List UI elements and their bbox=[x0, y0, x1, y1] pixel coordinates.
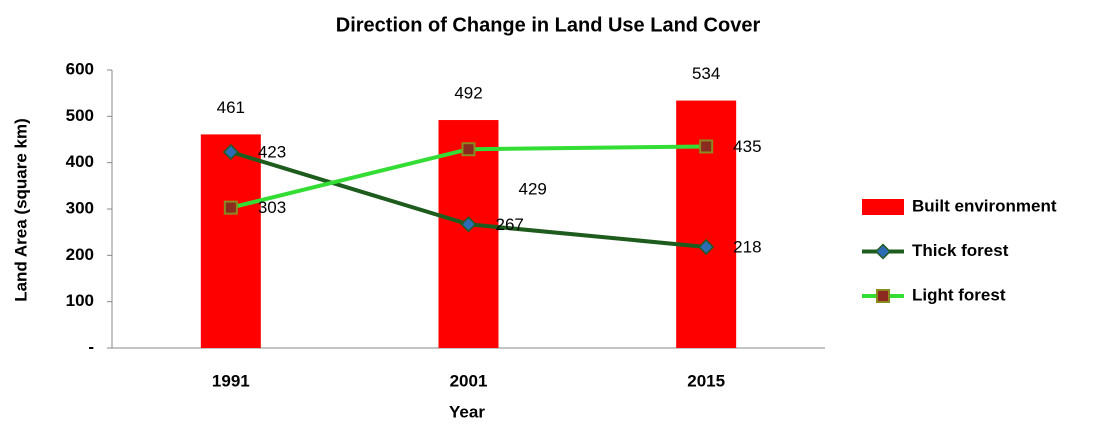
x-tick-label: 1991 bbox=[212, 371, 250, 390]
data-label: 267 bbox=[496, 215, 524, 234]
data-label: 461 bbox=[217, 98, 245, 117]
data-label: 492 bbox=[454, 84, 482, 103]
bar bbox=[200, 134, 261, 348]
marker bbox=[223, 200, 238, 215]
chart-title: Direction of Change in Land Use Land Cov… bbox=[336, 14, 761, 36]
marker bbox=[699, 139, 714, 154]
y-tick-label: 600 bbox=[66, 59, 94, 78]
y-tick-label: 500 bbox=[66, 106, 94, 125]
legend-label: Thick forest bbox=[912, 241, 1009, 260]
marker bbox=[698, 238, 715, 256]
legend-label: Light forest bbox=[912, 285, 1006, 304]
legend-swatch bbox=[862, 199, 904, 215]
y-tick-label: 100 bbox=[66, 291, 94, 310]
x-axis-label: Year bbox=[449, 402, 485, 421]
y-tick-label: - bbox=[88, 337, 94, 356]
bar bbox=[438, 120, 499, 348]
data-label: 435 bbox=[733, 137, 761, 156]
y-tick-label: 300 bbox=[66, 198, 94, 217]
x-tick-label: 2015 bbox=[687, 371, 725, 390]
marker bbox=[461, 142, 476, 157]
data-label: 303 bbox=[258, 198, 286, 217]
data-label: 218 bbox=[733, 237, 761, 256]
data-label: 423 bbox=[258, 142, 286, 161]
x-tick-label: 2001 bbox=[450, 371, 488, 390]
marker bbox=[874, 243, 892, 260]
marker bbox=[876, 289, 890, 303]
legend-label: Built environment bbox=[912, 196, 1057, 215]
y-tick-label: 400 bbox=[66, 152, 94, 171]
bar bbox=[676, 100, 737, 348]
data-label: 534 bbox=[692, 64, 720, 83]
data-label: 429 bbox=[519, 180, 547, 199]
marker bbox=[460, 216, 477, 233]
y-tick-label: 200 bbox=[66, 245, 94, 264]
y-axis-label: Land Area (square km) bbox=[11, 118, 30, 302]
marker bbox=[222, 143, 239, 161]
